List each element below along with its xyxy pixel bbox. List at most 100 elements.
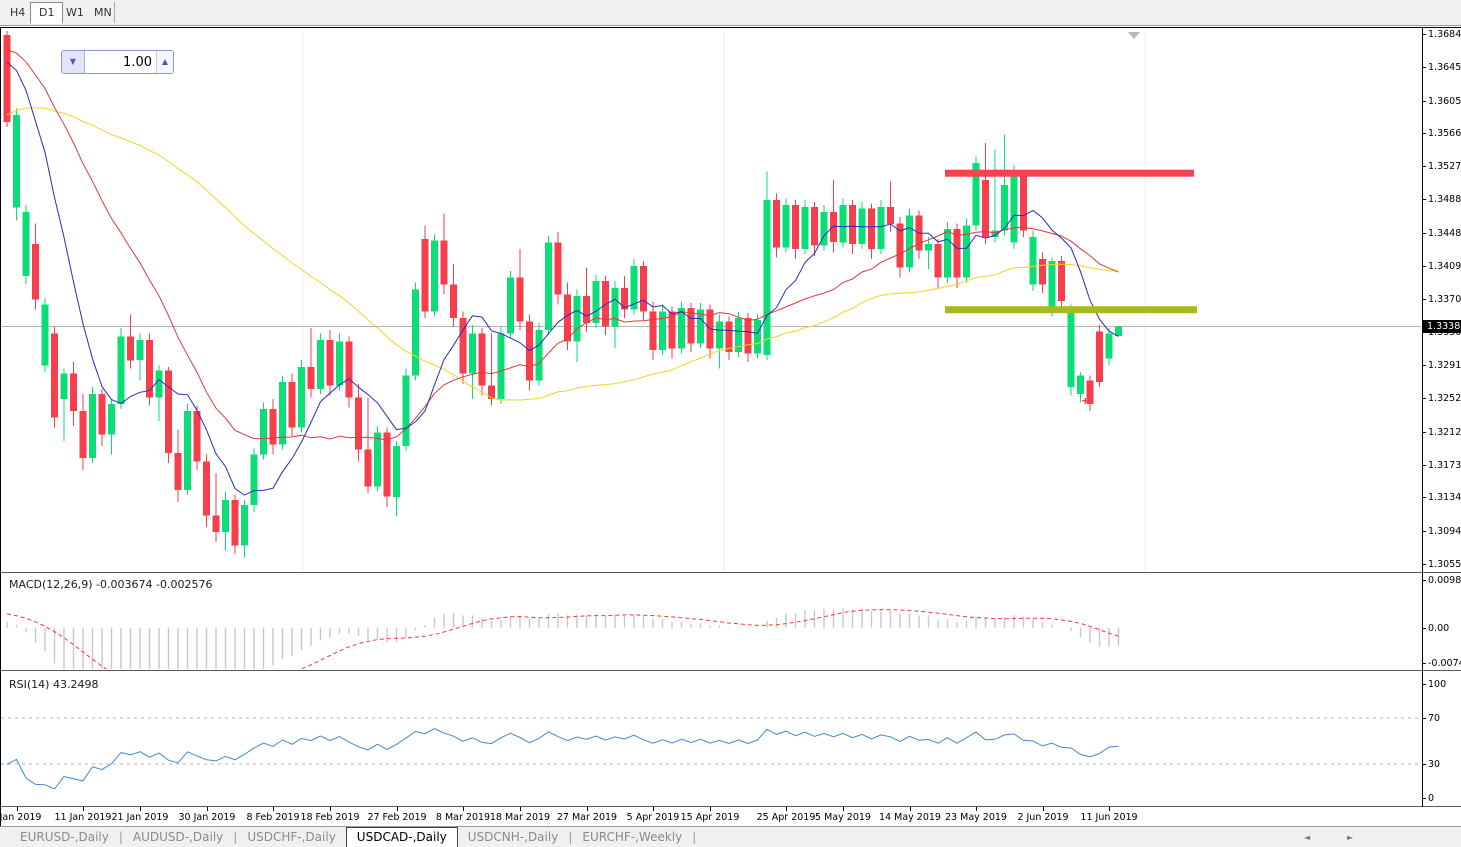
symbol-tab-usdcad[interactable]: USDCAD-,Daily <box>345 827 458 847</box>
candle-body <box>13 115 20 208</box>
volume-input[interactable]: 1.00 <box>123 55 152 70</box>
price-axis-tick <box>1422 266 1426 267</box>
volume-decrease-button[interactable]: ▼ <box>62 51 85 73</box>
price-axis-label: 1.36450 <box>1428 62 1461 73</box>
candle-body <box>697 309 704 344</box>
candle-body <box>1077 375 1084 394</box>
candle-body <box>393 446 400 497</box>
order-marker-icon <box>1082 397 1089 404</box>
price-axis-tick <box>1422 465 1426 466</box>
price-axis-tick <box>1422 34 1426 35</box>
price-axis-tick <box>1422 432 1426 433</box>
candle-body <box>374 432 381 487</box>
candle-body <box>1086 380 1094 405</box>
candle-body <box>1029 237 1037 285</box>
date-axis-label: 18 Mar 2019 <box>489 812 551 823</box>
date-axis-tick <box>397 807 398 811</box>
candle-body <box>307 367 315 389</box>
candle-body <box>260 409 267 455</box>
timeframe-tab-d1[interactable]: D1 <box>30 2 64 24</box>
candle-body <box>450 284 457 319</box>
candle-body <box>184 410 191 490</box>
macd-pane-separator[interactable] <box>1 572 1461 573</box>
date-axis-tick <box>976 807 977 811</box>
candle-body <box>51 333 58 418</box>
tab-separator: | <box>118 830 123 844</box>
candle-body <box>507 277 514 334</box>
candle-body <box>583 296 590 324</box>
price-axis-tick <box>1422 101 1426 102</box>
price-axis-label: 1.36840 <box>1428 29 1461 40</box>
candle-body <box>906 215 913 268</box>
date-axis-tick <box>463 807 464 811</box>
candle-body <box>355 397 362 450</box>
symbol-tab-usdcnh[interactable]: USDCNH-,Daily <box>467 830 559 844</box>
indicator-line <box>6 49 1119 441</box>
resistance-line[interactable] <box>945 169 1194 177</box>
price-axis-label: 1.36050 <box>1428 96 1461 107</box>
candle-body <box>649 311 657 351</box>
candle-body <box>839 205 847 243</box>
date-axis-tick <box>520 807 521 811</box>
price-axis-label: 1.30940 <box>1428 526 1461 537</box>
rsi-axis-tick <box>1422 764 1426 765</box>
candle-body <box>1115 326 1122 336</box>
date-axis-label: 11 Jan 2019 <box>54 812 112 823</box>
timeframe-tab-w1[interactable]: W1 <box>66 6 84 19</box>
price-axis-tick <box>1422 398 1426 399</box>
rsi-axis-label: 70 <box>1428 713 1441 724</box>
price-axis-label: 1.35270 <box>1428 161 1461 172</box>
candle-body <box>32 244 39 300</box>
candle-body <box>241 505 248 546</box>
tab-scroll-right-button[interactable]: ► <box>1347 833 1354 842</box>
symbol-tab-usdchf[interactable]: USDCHF-,Daily <box>247 830 336 844</box>
price-axis-tick <box>1422 67 1426 68</box>
indicator-line <box>6 609 1119 669</box>
candle-body <box>754 319 761 354</box>
date-axis-label: 18 Feb 2019 <box>300 812 360 823</box>
symbol-tab-bar: EURUSD-,Daily | AUDUSD-,Daily | USDCHF-,Dail… <box>0 826 1461 847</box>
price-axis-tick <box>1422 199 1426 200</box>
candle-body <box>459 318 467 374</box>
candle-body <box>659 311 666 351</box>
candle-body <box>421 238 429 312</box>
price-chart-canvas[interactable] <box>1 29 1422 572</box>
macd-value-main: -0.003674 <box>96 578 153 591</box>
candle-body <box>79 410 87 458</box>
candle-body <box>725 321 733 352</box>
candle-body <box>193 410 201 462</box>
price-axis-label: 1.32520 <box>1428 393 1461 404</box>
current-price-badge: 1.33380 <box>1423 319 1461 333</box>
price-axis-label: 1.31340 <box>1428 492 1461 503</box>
symbol-tab-eurusd[interactable]: EURUSD-,Daily <box>20 830 109 844</box>
candle-body <box>792 205 799 249</box>
date-axis-tick <box>910 807 911 811</box>
candle-body <box>963 225 970 278</box>
timeframe-tab-h4[interactable]: H4 <box>10 6 26 19</box>
rsi-indicator-canvas[interactable] <box>1 671 1422 806</box>
symbol-tab-audusd[interactable]: AUDUSD-,Daily <box>132 830 224 844</box>
timeframe-tab-mn[interactable]: MN <box>94 6 112 19</box>
candle-body <box>174 452 182 490</box>
symbol-tab-eurchf[interactable]: EURCHF-,Weekly <box>582 830 683 844</box>
candle-body <box>279 382 286 445</box>
candle-body <box>668 311 676 349</box>
rsi-axis-label: 0 <box>1428 793 1435 804</box>
candle-body <box>412 289 419 376</box>
support-line[interactable] <box>945 306 1197 314</box>
rsi-pane-separator[interactable] <box>1 670 1461 671</box>
chart-shift-icon[interactable] <box>1128 32 1140 39</box>
date-axis-tick <box>843 807 844 811</box>
macd-indicator-canvas[interactable] <box>1 573 1422 669</box>
candle-body <box>117 336 125 405</box>
candle-body <box>564 294 571 342</box>
candle-body <box>336 341 343 386</box>
candle-body <box>516 277 524 322</box>
candle-body <box>70 373 77 411</box>
volume-increase-button[interactable]: ▲ <box>156 51 173 73</box>
candle-body <box>212 515 220 533</box>
tab-scroll-left-button[interactable]: ◄ <box>1304 833 1311 842</box>
date-axis-label: 25 Apr 2019 <box>756 812 816 823</box>
candle-body <box>98 394 106 435</box>
tab-separator: | <box>692 830 697 844</box>
